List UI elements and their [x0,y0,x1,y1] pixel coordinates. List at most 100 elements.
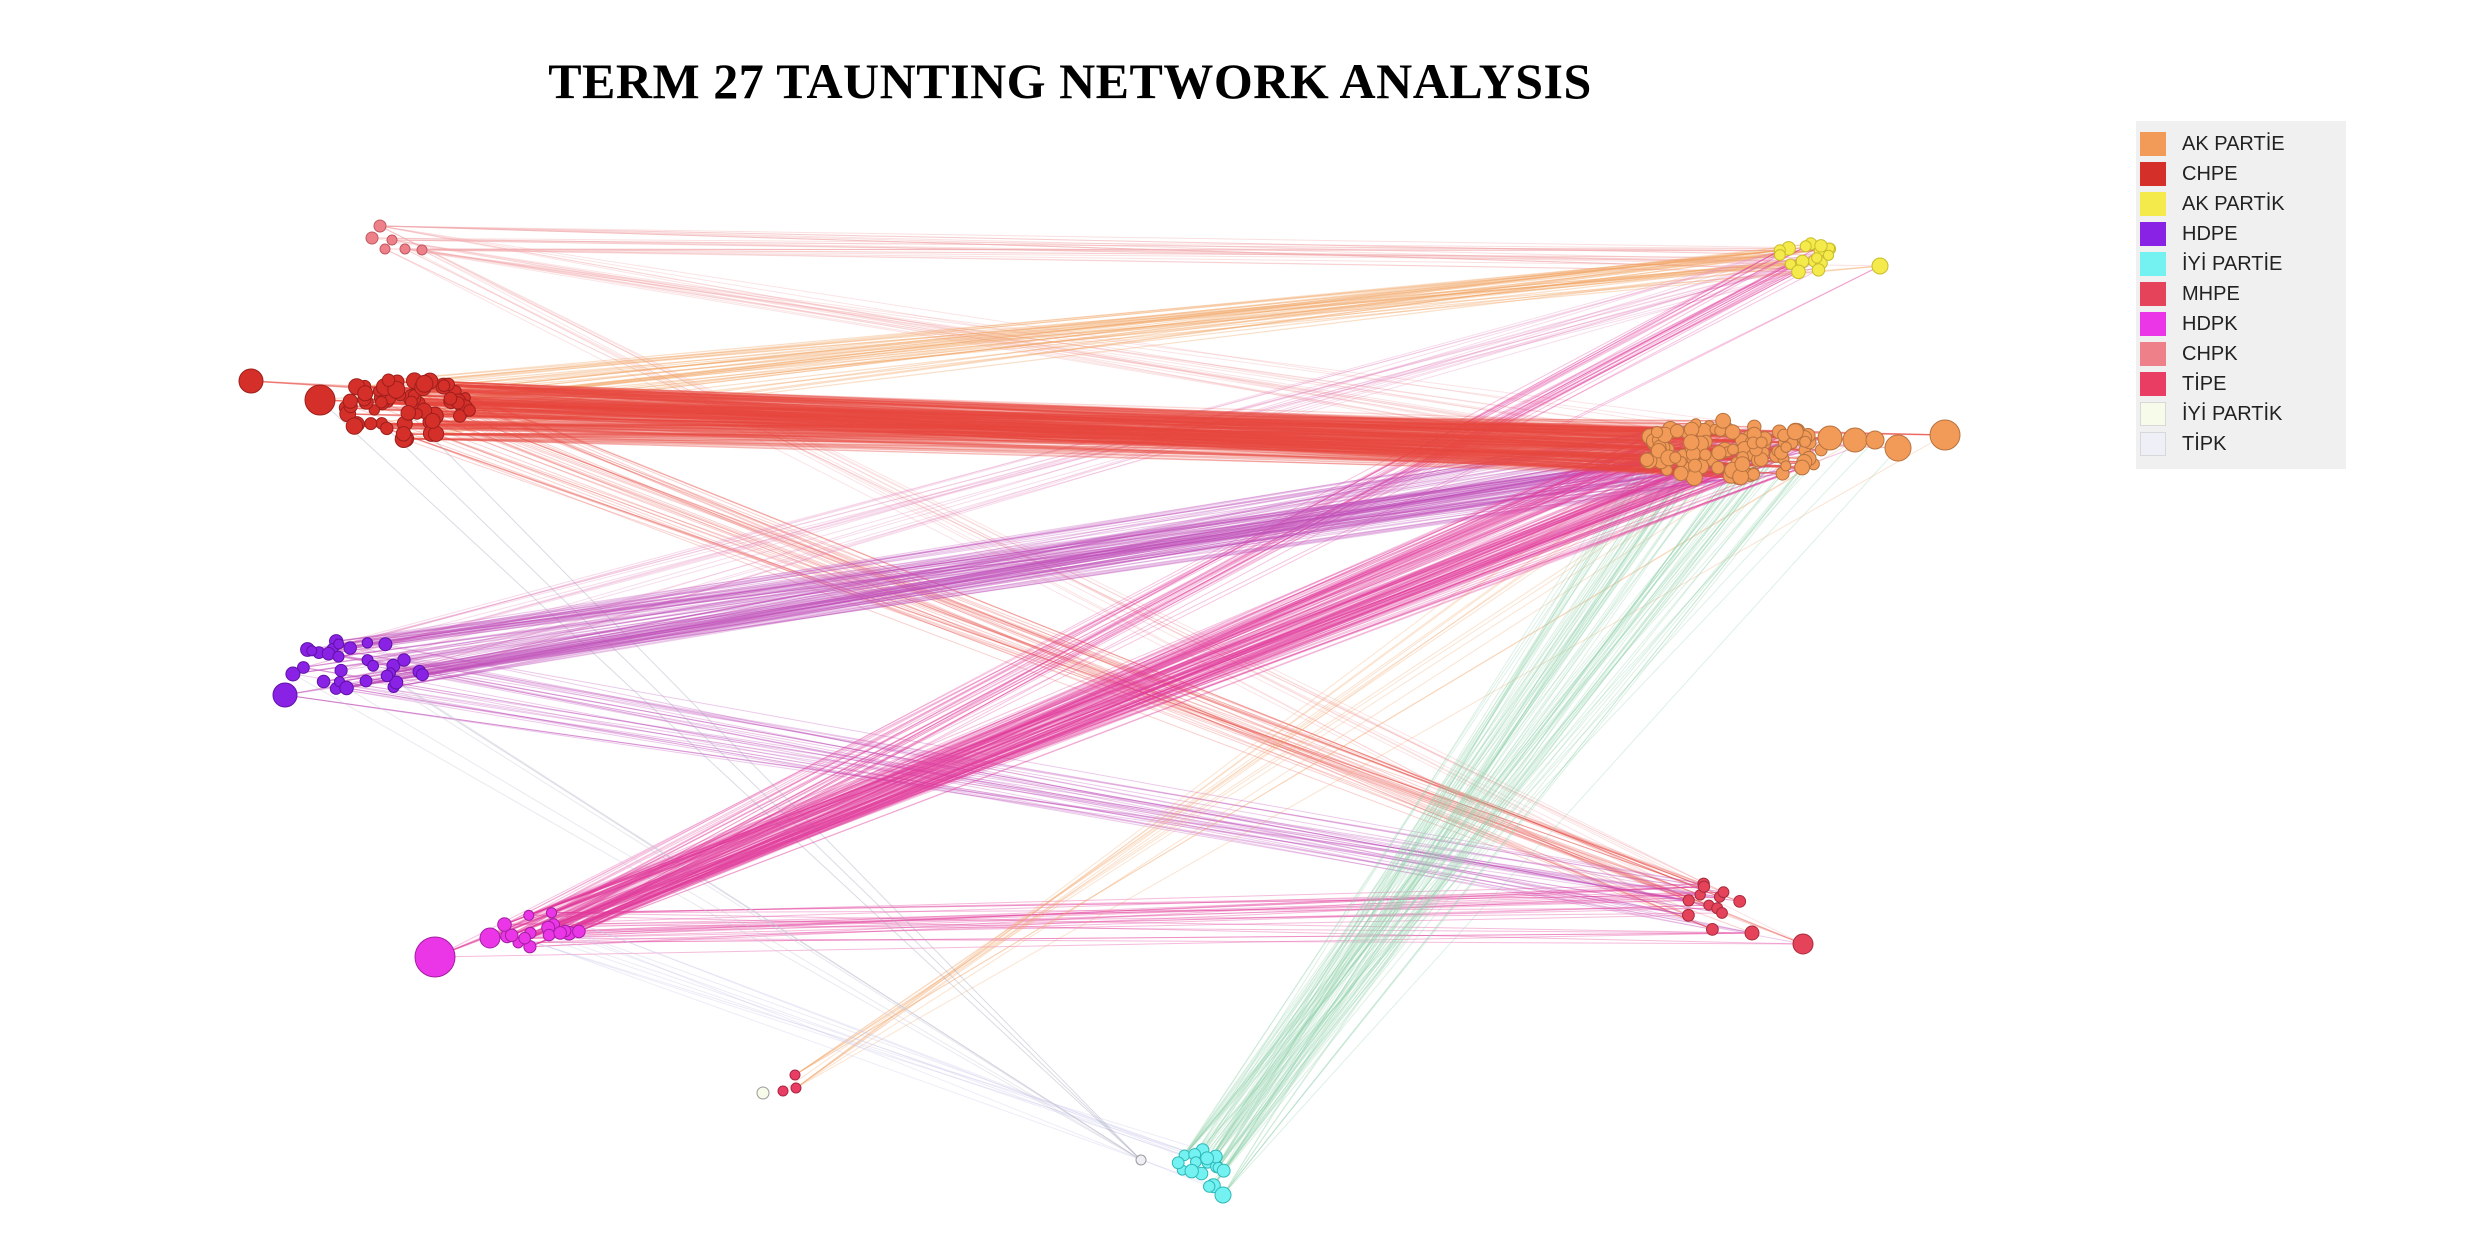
node-akp[interactable] [1727,443,1739,456]
node-akp[interactable] [1711,445,1727,461]
node-hdpk[interactable] [497,917,512,932]
node-hdpk[interactable] [518,931,532,945]
legend-item[interactable]: TİPE [2136,369,2346,399]
node-hdpk[interactable] [414,936,456,978]
node-chpe[interactable] [375,396,388,409]
node-mhpe[interactable] [1792,933,1814,955]
node-hdpe[interactable] [297,661,310,674]
node-chpe[interactable] [463,404,476,417]
node-iyi[interactable] [1214,1186,1232,1204]
node-tipe[interactable] [790,1082,802,1094]
node-hdpe[interactable] [367,659,380,672]
node-akp[interactable] [1734,456,1751,473]
node-hdpe[interactable] [272,682,298,708]
node-mhpe[interactable] [1717,886,1730,899]
node-chpe[interactable] [304,384,336,416]
node-hdpe[interactable] [389,675,404,690]
node-hdpk[interactable] [542,928,556,942]
node-akpk[interactable] [1784,258,1797,270]
node-akp[interactable] [1669,451,1682,464]
node-iyi[interactable] [1200,1151,1214,1166]
node-iyi[interactable] [1171,1156,1185,1170]
node-mhpe[interactable] [1733,895,1747,908]
node-chpe[interactable] [357,385,374,402]
node-iyi[interactable] [1184,1163,1199,1179]
node-mhpe[interactable] [1697,880,1711,893]
node-chpe[interactable] [424,412,441,429]
legend-item[interactable]: İYİ PARTİE [2136,249,2346,279]
legend-item[interactable]: CHPK [2136,339,2346,369]
node-akp[interactable] [1780,441,1792,453]
node-hdpe[interactable] [359,674,373,688]
node-iyi[interactable] [1203,1180,1216,1193]
node-mhpe[interactable] [1682,908,1695,922]
node-iyi[interactable] [1216,1163,1231,1178]
node-chpe[interactable] [342,393,358,409]
node-akp[interactable] [1747,468,1760,481]
node-iyik[interactable] [756,1086,770,1100]
node-tipe[interactable] [789,1069,801,1081]
node-chpe[interactable] [415,374,434,393]
node-akp[interactable] [1683,434,1700,451]
node-hdpe[interactable] [316,674,331,689]
node-akpk[interactable] [1814,239,1828,253]
node-hdpe[interactable] [343,641,357,655]
node-akp[interactable] [1673,465,1689,482]
node-akp[interactable] [1639,452,1655,467]
node-chpk[interactable] [399,243,411,255]
node-hdpk[interactable] [504,928,519,943]
node-hdpe[interactable] [306,645,318,657]
node-hdpe[interactable] [397,653,411,667]
legend-item[interactable]: HDPK [2136,309,2346,339]
node-akp[interactable] [1865,430,1885,450]
node-chpe[interactable] [364,417,378,431]
node-tipk[interactable] [1135,1154,1147,1166]
node-akp[interactable] [1688,458,1702,473]
node-akp[interactable] [1929,419,1961,451]
node-akp[interactable] [1794,459,1810,476]
node-hdpk[interactable] [553,926,568,940]
node-chpk[interactable] [416,244,428,256]
legend-item[interactable]: MHPE [2136,279,2346,309]
node-chpe[interactable] [443,391,458,406]
node-hdpe[interactable] [361,637,374,649]
legend-item[interactable]: HDPE [2136,219,2346,249]
node-chpk[interactable] [365,231,379,245]
node-hdpe[interactable] [380,669,394,683]
node-akp[interactable] [1884,434,1912,462]
legend-item[interactable]: İYİ PARTİK [2136,399,2346,429]
node-chpe[interactable] [380,421,394,436]
node-hdpe[interactable] [332,650,345,663]
node-akp[interactable] [1670,423,1685,439]
node-akpk[interactable] [1822,249,1835,261]
node-chpk[interactable] [373,219,387,233]
node-akp[interactable] [1817,425,1843,451]
node-akp[interactable] [1755,436,1768,449]
node-akpk[interactable] [1774,249,1786,261]
node-mhpe[interactable] [1682,894,1695,907]
node-hdpe[interactable] [334,663,348,678]
node-akp[interactable] [1724,424,1741,440]
node-chpe[interactable] [238,368,264,394]
node-akp[interactable] [1711,460,1725,475]
node-chpe[interactable] [453,409,467,423]
node-akp[interactable] [1786,423,1804,441]
node-chpe[interactable] [395,426,412,442]
legend-item[interactable]: TİPK [2136,429,2346,459]
node-chpe[interactable] [345,417,364,435]
node-chpk[interactable] [379,243,391,255]
node-mhpe[interactable] [1744,925,1760,941]
node-chpk[interactable] [386,234,398,246]
node-hdpe[interactable] [333,638,345,650]
node-hdpk[interactable] [479,927,501,949]
node-hdpe[interactable] [285,666,301,682]
node-hdpk[interactable] [545,907,558,919]
legend-item[interactable]: AK PARTİE [2136,129,2346,159]
node-chpe[interactable] [381,373,396,387]
node-chpe[interactable] [437,379,451,393]
node-hdpk[interactable] [523,909,535,921]
node-hdpe[interactable] [415,668,429,682]
node-akp[interactable] [1799,435,1812,448]
legend-item[interactable]: CHPE [2136,159,2346,189]
node-mhpe[interactable] [1706,923,1719,936]
